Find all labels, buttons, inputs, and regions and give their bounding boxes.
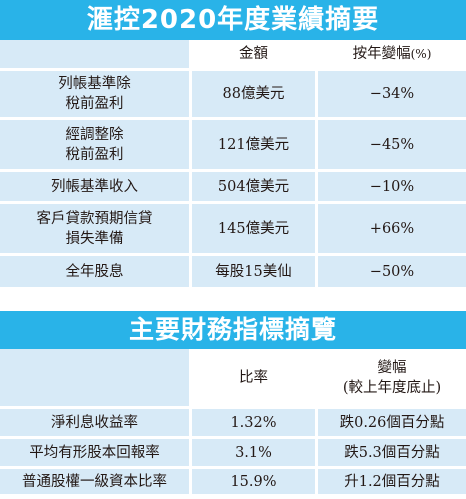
indicators-row-label: 平均有形股本回報率: [0, 439, 192, 469]
indicators-row-change: 跌0.26個百分點: [318, 409, 466, 439]
summary-row-dividend: 全年股息 每股15美仙 −50%: [0, 256, 466, 290]
summary-row-change: −50%: [318, 256, 466, 290]
indicators-header-change-note: (較上年度底止): [342, 379, 442, 396]
summary-row-label: 經調整除 稅前盈利: [0, 120, 192, 172]
summary-row-label: 列帳基準收入: [0, 172, 192, 204]
summary-row-amount: 88億美元: [192, 71, 318, 120]
summary-row-amount: 每股15美仙: [192, 256, 318, 290]
summary-header-row: 金額 按年變幅(%): [0, 40, 466, 71]
summary-row-label: 客戶貸款預期信貸 損失準備: [0, 204, 192, 256]
indicators-row-rote: 平均有形股本回報率 3.1% 跌5.3個百分點: [0, 439, 466, 469]
indicators-row-change: 跌5.3個百分點: [318, 439, 466, 469]
label-line: 損失準備: [65, 230, 124, 247]
summary-row-ecl: 客戶貸款預期信貸 損失準備 145億美元 +66%: [0, 204, 466, 256]
indicators-row-nim: 淨利息收益率 1.32% 跌0.26個百分點: [0, 409, 466, 439]
indicators-row-change: 升1.2個百分點: [318, 469, 466, 497]
summary-row-label: 全年股息: [0, 256, 192, 290]
summary-title: 滙控2020年度業績摘要: [0, 0, 466, 40]
label-line: 稅前盈利: [65, 146, 124, 163]
indicators-header-row: 比率 變幅 (較上年度底止): [0, 349, 466, 409]
label-line: 經調整除: [65, 126, 124, 143]
summary-row-amount: 145億美元: [192, 204, 318, 256]
summary-row-amount: 504億美元: [192, 172, 318, 204]
indicators-header-ratio: 比率: [192, 349, 318, 409]
label-line: 客戶貸款預期信貸: [36, 210, 153, 227]
indicators-header-change: 變幅 (較上年度底止): [318, 349, 466, 409]
label-line: 列帳基準收入: [51, 178, 138, 195]
summary-header-change-unit: (%): [410, 47, 432, 61]
label-line: 稅前盈利: [65, 96, 124, 112]
indicators-row-label: 淨利息收益率: [0, 409, 192, 439]
indicators-row-cet1: 普通股權一級資本比率 15.9% 升1.2個百分點: [0, 469, 466, 497]
indicators-table: 比率 變幅 (較上年度底止) 淨利息收益率 1.32% 跌0.26個百分點 平均…: [0, 349, 466, 497]
summary-header-blank: [0, 40, 192, 71]
indicators-row-ratio: 1.32%: [192, 409, 318, 439]
label-line: 列帳基準除: [58, 76, 131, 92]
summary-table: 金額 按年變幅(%) 列帳基準除 稅前盈利 88億美元 −34% 經調整除 稅前…: [0, 40, 466, 290]
summary-header-change: 按年變幅(%): [318, 40, 466, 71]
summary-row-change: +66%: [318, 204, 466, 256]
summary-header-amount: 金額: [192, 40, 318, 71]
indicators-row-ratio: 15.9%: [192, 469, 318, 497]
summary-row-change: −34%: [318, 71, 466, 120]
indicators-row-label: 普通股權一級資本比率: [0, 469, 192, 497]
summary-row-amount: 121億美元: [192, 120, 318, 172]
summary-row-reported-pbt: 列帳基準除 稅前盈利 88億美元 −34%: [0, 71, 466, 120]
indicators-header-change-label: 變幅: [377, 359, 407, 376]
indicators-title: 主要財務指標摘覽: [0, 311, 466, 349]
summary-row-change: −45%: [318, 120, 466, 172]
summary-header-change-label: 按年變幅: [352, 46, 411, 62]
summary-row-change: −10%: [318, 172, 466, 204]
summary-row-reported-revenue: 列帳基準收入 504億美元 −10%: [0, 172, 466, 204]
summary-row-adjusted-pbt: 經調整除 稅前盈利 121億美元 −45%: [0, 120, 466, 172]
indicators-header-blank: [0, 349, 192, 409]
summary-row-label: 列帳基準除 稅前盈利: [0, 71, 192, 120]
label-line: 全年股息: [65, 263, 124, 280]
indicators-row-ratio: 3.1%: [192, 439, 318, 469]
